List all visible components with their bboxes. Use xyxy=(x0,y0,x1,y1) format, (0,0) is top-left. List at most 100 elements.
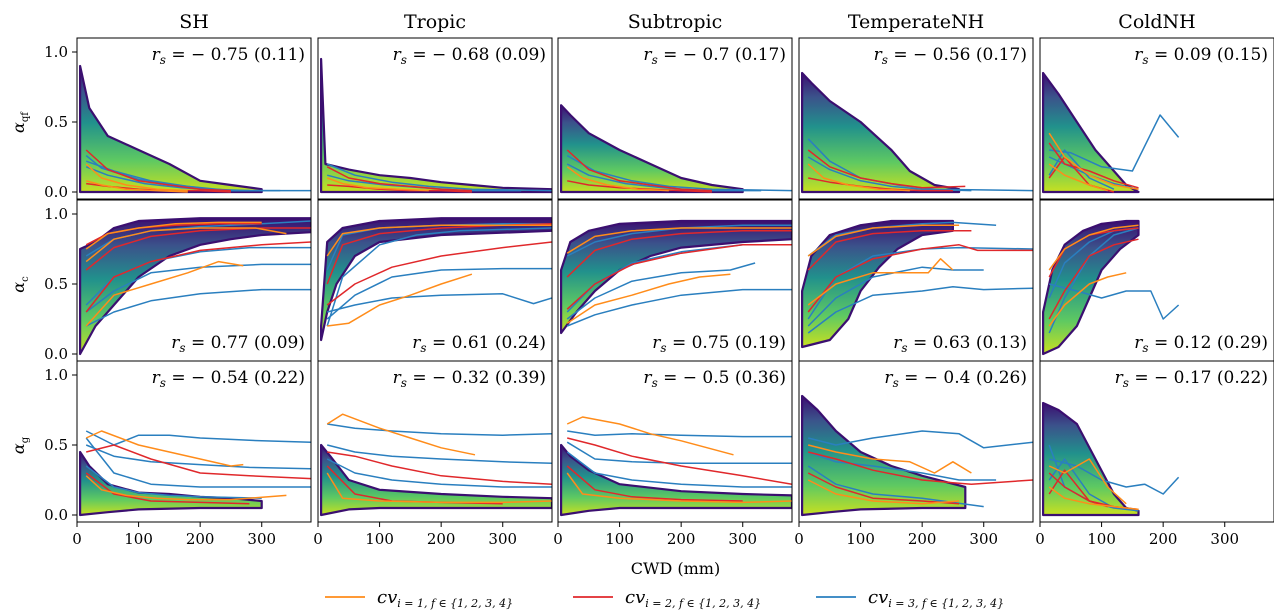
cv-2-line xyxy=(85,227,311,271)
panel-frame xyxy=(798,37,1034,200)
cv-1-line xyxy=(1048,458,1127,505)
cv-2-line xyxy=(85,149,231,192)
cv-3-line xyxy=(807,451,997,481)
cv-3-line xyxy=(85,444,311,470)
density-region xyxy=(559,104,744,194)
cv-2-line xyxy=(808,451,1033,485)
cv-2-line xyxy=(1048,238,1139,320)
x-tick-label: 0 xyxy=(794,530,804,548)
cv-2-line xyxy=(85,472,250,505)
density-region xyxy=(559,219,792,335)
rs-annotation: rs = 0.75 (0.19) xyxy=(652,333,786,355)
cv-2-line xyxy=(86,444,311,480)
cv-1-line xyxy=(566,166,669,192)
cv-1-line xyxy=(566,227,792,254)
panel-sh-row-1: rs = 0.77 (0.09) 0.0 0.5 1.0 αc xyxy=(9,199,312,363)
panel-coldnh-row-2: rs = − 0.17 (0.22) 0 100 200 300 xyxy=(1035,360,1274,548)
cv-1-line xyxy=(85,163,188,192)
cv-3-line xyxy=(85,288,311,327)
panel-frame xyxy=(317,360,553,523)
density-region xyxy=(78,64,263,194)
density-region xyxy=(800,71,961,194)
cv-2-line xyxy=(566,230,792,278)
x-tick-label: 300 xyxy=(488,530,517,548)
x-tick-label: 300 xyxy=(247,530,276,548)
panel-coldnh-row-1: rs = 0.12 (0.29) xyxy=(1039,199,1274,362)
cv-3-line xyxy=(327,293,552,313)
panel-sh-row-0: rs = − 0.75 (0.11) 0.0 0.5 1.0 αqf xyxy=(9,37,312,201)
y-tick-label: 1.0 xyxy=(44,43,68,61)
cv-3-line xyxy=(327,444,552,464)
panel-frame xyxy=(1039,360,1274,523)
cv-3-line xyxy=(326,267,552,320)
cv-3-line xyxy=(566,163,762,192)
cv-3-line xyxy=(85,263,311,313)
cv-1-line xyxy=(566,273,731,324)
rs-annotation: rs = 0.77 (0.09) xyxy=(171,333,305,355)
panel-temperatenh-row-1: rs = 0.63 (0.13) xyxy=(798,199,1034,362)
cv-3-line xyxy=(566,224,792,257)
cv-1-line xyxy=(566,472,792,504)
cv-3-line xyxy=(85,465,262,499)
y-tick-label: 0.0 xyxy=(44,345,68,363)
panel-sh-row-2: rs = − 0.54 (0.22) 0.0 0.5 1.0 αg 0 100 200 300 xyxy=(9,360,312,548)
cv-3-line xyxy=(567,430,792,438)
cv-2-line xyxy=(566,244,792,310)
cv-2-line xyxy=(567,437,792,485)
y-tick-label: 0.5 xyxy=(44,113,68,131)
cv-2-line xyxy=(807,230,972,271)
y-axis-label: αg xyxy=(9,436,31,454)
rs-annotation: rs = − 0.17 (0.22) xyxy=(1115,368,1268,390)
x-tick-label: 100 xyxy=(124,530,153,548)
cv-1-line xyxy=(1048,272,1127,327)
density-region xyxy=(800,394,967,517)
cv-1-line xyxy=(326,472,552,504)
y-tick-label: 0.5 xyxy=(44,275,68,293)
cv-3-line xyxy=(326,458,552,488)
cv-3-line xyxy=(566,451,792,488)
x-tick-label: 300 xyxy=(728,530,757,548)
cv-1-line xyxy=(1048,163,1108,192)
cv-3-line xyxy=(327,423,552,436)
y-axis-label: αqf xyxy=(9,111,31,133)
x-tick-label: 300 xyxy=(969,530,998,548)
panel-frame xyxy=(76,360,312,523)
x-tick-label: 200 xyxy=(186,530,215,548)
cv-1-line xyxy=(85,475,287,501)
rs-annotation: rs = − 0.68 (0.09) xyxy=(393,45,546,67)
cv-1-line xyxy=(85,260,244,327)
density-region xyxy=(320,443,552,517)
rs-annotation: rs = − 0.5 (0.36) xyxy=(643,368,786,390)
panel-tropic-row-1: rs = 0.61 (0.24) xyxy=(317,199,553,362)
legend-label: cvi = 2, f ∈ {1, 2, 3, 4} xyxy=(625,587,761,610)
cv-1-line xyxy=(85,221,262,250)
panel-subtropic-row-2: rs = − 0.5 (0.36) 0 100 200 300 xyxy=(553,360,793,548)
x-tick-label: 100 xyxy=(605,530,634,548)
x-tick-label: 0 xyxy=(72,530,82,548)
y-axis-label: αc xyxy=(9,276,31,293)
y-tick-label: 0.0 xyxy=(44,506,68,524)
rs-annotation: rs = − 0.32 (0.39) xyxy=(393,368,546,390)
column-title: Tropic xyxy=(404,11,466,33)
x-tick-label: 0 xyxy=(1035,530,1045,548)
cv-2-line xyxy=(326,166,472,192)
cv-2-line xyxy=(327,184,472,193)
panel-tropic-row-0: rs = − 0.68 (0.09) xyxy=(317,37,553,200)
cv-3-line xyxy=(85,430,311,446)
cv-1-line xyxy=(807,479,960,505)
x-tick-label: 200 xyxy=(427,530,456,548)
panel-temperatenh-row-2: rs = − 0.4 (0.26) 0 100 200 300 xyxy=(794,360,1034,548)
cv-1-line xyxy=(807,224,960,257)
panel-frame xyxy=(76,37,312,200)
cv-1-line xyxy=(86,180,188,193)
density-region xyxy=(78,217,311,356)
x-tick-label: 200 xyxy=(1149,530,1178,548)
column-title: Subtropic xyxy=(628,11,722,33)
y-tick-label: 0.5 xyxy=(44,436,68,454)
panel-subtropic-row-0: rs = − 0.7 (0.17) xyxy=(557,37,793,200)
cv-3-line xyxy=(85,437,311,488)
y-tick-label: 0.0 xyxy=(44,183,68,201)
x-tick-label: 300 xyxy=(1210,530,1239,548)
cv-2-line xyxy=(807,149,966,189)
